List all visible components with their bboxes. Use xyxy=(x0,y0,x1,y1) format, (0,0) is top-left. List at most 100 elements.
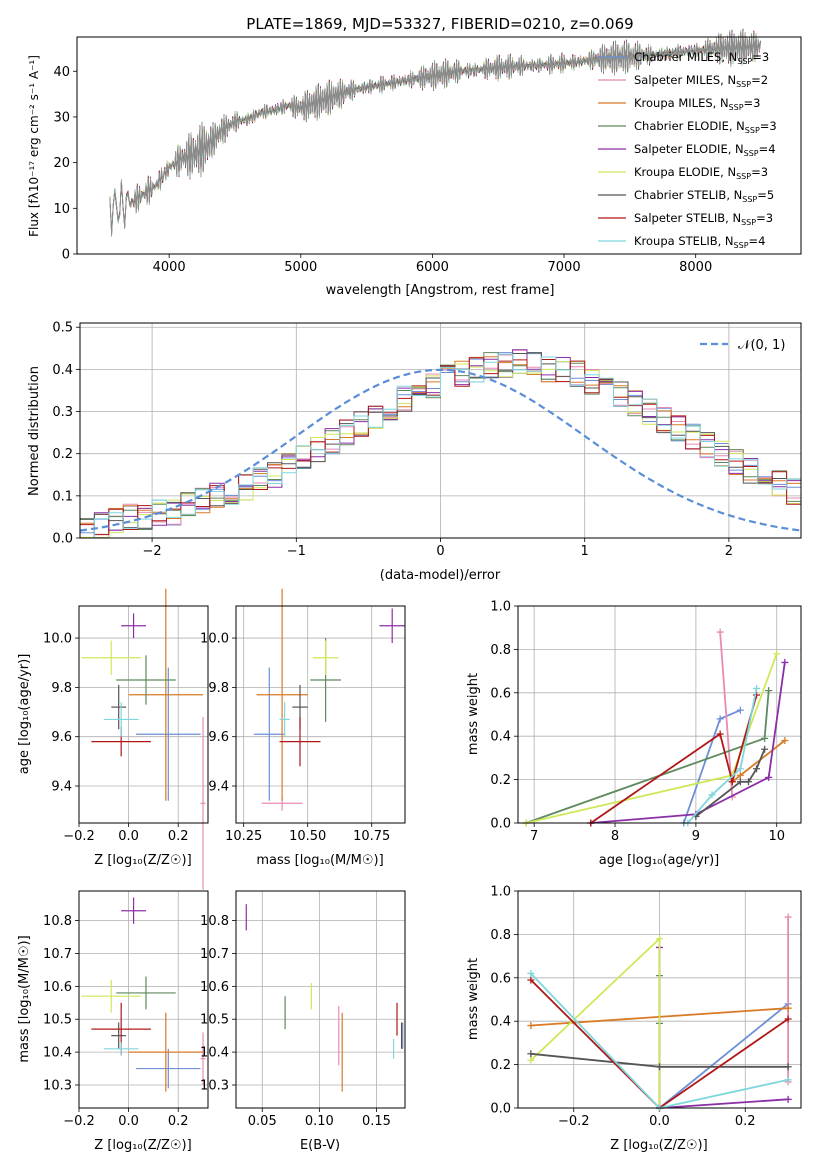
legend-label-tail: =5 xyxy=(757,188,774,202)
weight-line-chabrier_elodie xyxy=(525,690,770,824)
axes-frame xyxy=(517,605,802,824)
weight-marker-chabrier_stelib xyxy=(527,1050,535,1058)
y-tick-label: 0.6 xyxy=(490,971,511,986)
legend-label-sub: SSP xyxy=(745,126,760,135)
age-weight-axes: 7 8 9 10 0.0 0.2 0.4 0.6 0.8 1.0 xyxy=(490,600,802,844)
x-tick-label: 0.0 xyxy=(118,829,139,844)
y-tick-label: 0.0 xyxy=(490,817,511,832)
spectrum-axes: 4000 5000 6000 7000 8000 0 10 20 30 40 Chabrier MI… xyxy=(53,28,802,275)
x-tick-label: 8 xyxy=(611,829,619,844)
weight-marker-salpeter_elodie xyxy=(781,658,789,666)
y-tick-label: 0.2 xyxy=(490,773,511,788)
weight-marker-kroupa_miles xyxy=(784,1004,792,1012)
y-tick-label: 10.0 xyxy=(43,632,72,647)
x-tick-label: 10.50 xyxy=(289,829,326,844)
weight-marker-chabrier_elodie xyxy=(761,734,769,742)
x-tick-label: −1 xyxy=(287,544,306,559)
x-tick-label: 2 xyxy=(725,544,733,559)
x-tick-label: −2 xyxy=(143,544,162,559)
x-tick-label: 5000 xyxy=(284,260,317,275)
weight-marker-chabrier_stelib xyxy=(784,1063,792,1071)
weight-marker-kroupa_stelib xyxy=(784,1076,792,1084)
weight-marker-kroupa_elodie xyxy=(527,1056,535,1064)
weight-marker-salpeter_stelib xyxy=(728,778,736,786)
y-tick-label: 40 xyxy=(53,65,70,80)
weight-marker-salpeter_elodie xyxy=(765,773,773,781)
hist-kroupa_stelib xyxy=(80,353,802,539)
legend-label-tail: =2 xyxy=(751,73,768,87)
y-tick-label: 0.4 xyxy=(490,1015,511,1030)
y-tick-label: 10 xyxy=(53,202,70,217)
ebv-xlabel: E(B-V) xyxy=(300,1138,340,1153)
weight-marker-salpeter_elodie xyxy=(784,1095,792,1103)
residual-xlabel: (data-model)/error xyxy=(380,568,501,583)
x-tick-label: 0.2 xyxy=(168,829,189,844)
z-mass-xlabel: Z [log₁₀(Z/Z☉)] xyxy=(94,1138,191,1153)
axes-frame xyxy=(76,36,802,255)
y-tick-label: 10.4 xyxy=(200,1046,229,1061)
axes-frame xyxy=(235,890,406,1109)
z-weight-xlabel: Z [log₁₀(Z/Z☉)] xyxy=(610,1138,707,1153)
legend-label: Salpeter MILES, NSSP=2 xyxy=(634,73,768,89)
legend-label-text: Salpeter STELIB, N xyxy=(634,211,741,225)
axes-frame xyxy=(517,890,802,1109)
legend-label-sub: SSP xyxy=(729,103,744,112)
y-tick-label: 1.0 xyxy=(490,600,511,615)
y-tick-label: 9.8 xyxy=(51,681,72,696)
x-tick-label: 6000 xyxy=(416,260,449,275)
y-tick-label: 0.5 xyxy=(52,321,73,336)
y-tick-label: 10.4 xyxy=(43,1046,72,1061)
axes-frame xyxy=(79,322,802,539)
legend-label-tail: =4 xyxy=(749,234,766,248)
x-tick-label: 1 xyxy=(581,544,589,559)
spectrum-title: PLATE=1869, MJD=53327, FIBERID=0210, z=0… xyxy=(246,15,633,33)
legend-label-text: Kroupa MILES, N xyxy=(634,96,729,110)
x-tick-label: −0.2 xyxy=(63,1114,95,1129)
weight-marker-chabrier_miles xyxy=(736,706,744,714)
legend-label-text: Chabrier ELODIE, N xyxy=(634,119,745,133)
y-tick-label: 0 xyxy=(62,248,70,263)
weight-marker-chabrier_stelib xyxy=(656,1063,663,1071)
legend-label: Salpeter ELODIE, NSSP=4 xyxy=(634,142,776,158)
y-tick-label: 10.6 xyxy=(43,980,72,995)
x-tick-label: 4000 xyxy=(153,260,186,275)
legend-label-tail: =3 xyxy=(756,211,773,225)
y-tick-label: 9.8 xyxy=(208,681,229,696)
y-tick-label: 10.7 xyxy=(43,947,72,962)
weight-marker-salpeter_miles xyxy=(716,628,724,636)
y-tick-label: 10.6 xyxy=(200,980,229,995)
weight-marker-kroupa_stelib xyxy=(708,791,716,799)
y-tick-label: 9.6 xyxy=(208,730,229,745)
weight-line-salpeter_miles xyxy=(719,631,734,798)
y-tick-label: 0.0 xyxy=(52,532,73,547)
y-tick-label: 0.8 xyxy=(490,928,511,943)
legend-label-sub: SSP xyxy=(734,241,749,250)
x-tick-label: 0.2 xyxy=(735,1114,756,1129)
y-tick-label: 0.8 xyxy=(490,643,511,658)
y-tick-label: 1.0 xyxy=(490,885,511,900)
ebv-mass-axes: 0.05 0.10 0.15 10.3 10.4 10.5 10.6 10.7 10.8 xyxy=(200,890,406,1129)
legend-label-text: Salpeter MILES, N xyxy=(634,73,736,87)
legend-label: Kroupa STELIB, NSSP=4 xyxy=(634,234,765,250)
x-tick-label: 0.05 xyxy=(248,1114,277,1129)
y-tick-label: 0.4 xyxy=(52,363,73,378)
weight-marker-kroupa_miles xyxy=(527,1022,535,1030)
weight-marker-chabrier_stelib xyxy=(744,778,752,786)
x-tick-label: 0.10 xyxy=(305,1114,334,1129)
x-tick-label: 7000 xyxy=(548,260,581,275)
y-tick-label: 10.8 xyxy=(43,914,72,929)
mass-ylabel: mass [log₁₀(M/M☉)] xyxy=(17,935,32,1062)
y-tick-label: 10.5 xyxy=(43,1013,72,1028)
x-tick-label: 0.15 xyxy=(362,1114,391,1129)
x-tick-label: 10.25 xyxy=(225,829,262,844)
weight-marker-kroupa_stelib xyxy=(736,765,744,773)
legend-label-normal: 𝒩(0, 1) xyxy=(738,338,785,353)
age-ylabel: age [log₁₀(age/yr)] xyxy=(17,654,32,775)
legend-label-text: Kroupa ELODIE, N xyxy=(634,165,736,179)
y-tick-label: 9.4 xyxy=(208,780,229,795)
legend-label-text: Salpeter ELODIE, N xyxy=(634,142,744,156)
x-tick-label: 8000 xyxy=(679,260,712,275)
y-tick-label: 0.2 xyxy=(52,447,73,462)
residual-axes: −2 −1 0 1 2 0.0 0.1 0.2 0.3 0.4 0.5 𝒩(0, 1) xyxy=(52,321,802,559)
